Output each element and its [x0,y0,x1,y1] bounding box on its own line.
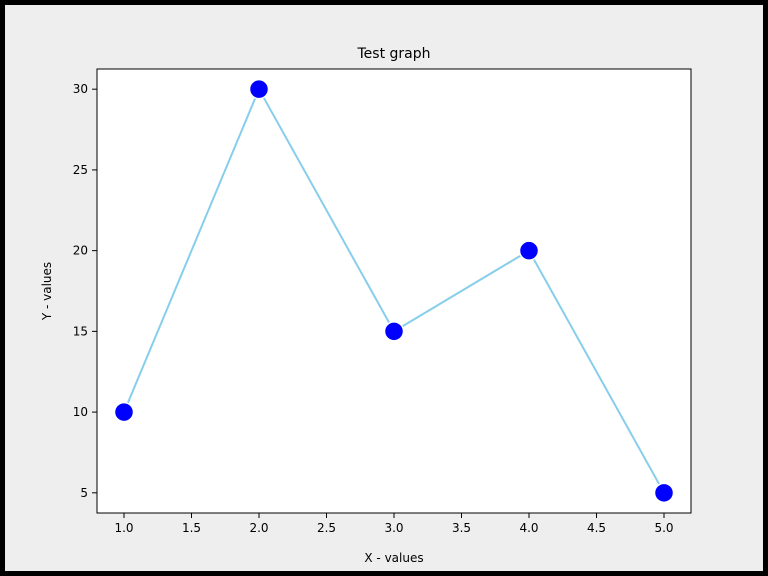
x-tick-label: 3.0 [384,521,403,535]
x-tick-label: 2.5 [317,521,336,535]
x-tick-label: 5.0 [654,521,673,535]
x-tick-label: 4.0 [519,521,538,535]
y-tick-label: 25 [73,163,88,177]
x-tick-label: 2.0 [249,521,268,535]
data-point [383,321,405,342]
chart-title: Test graph [356,46,430,62]
y-axis-label: Y - values [40,262,54,321]
x-tick-label: 1.5 [182,521,201,535]
x-axis-label: X - values [364,551,423,565]
y-tick-label: 15 [73,324,88,338]
data-point [518,240,540,261]
data-point [248,78,270,100]
plot-area [97,69,691,513]
y-tick-label: 10 [73,405,88,419]
y-tick-label: 20 [73,244,88,258]
y-tick-label: 30 [73,82,88,96]
data-point [653,482,675,504]
x-tick-label: 3.5 [452,521,471,535]
data-point [113,401,135,423]
y-tick-label: 5 [80,486,88,500]
x-tick-label: 1.0 [114,521,133,535]
y-axis: 5 10 15 20 25 30 [73,82,97,500]
x-tick-label: 4.5 [587,521,606,535]
x-axis: 1.0 1.5 2.0 2.5 3.0 3.5 4.0 4.5 5.0 [114,513,674,535]
series-layer [113,78,675,504]
